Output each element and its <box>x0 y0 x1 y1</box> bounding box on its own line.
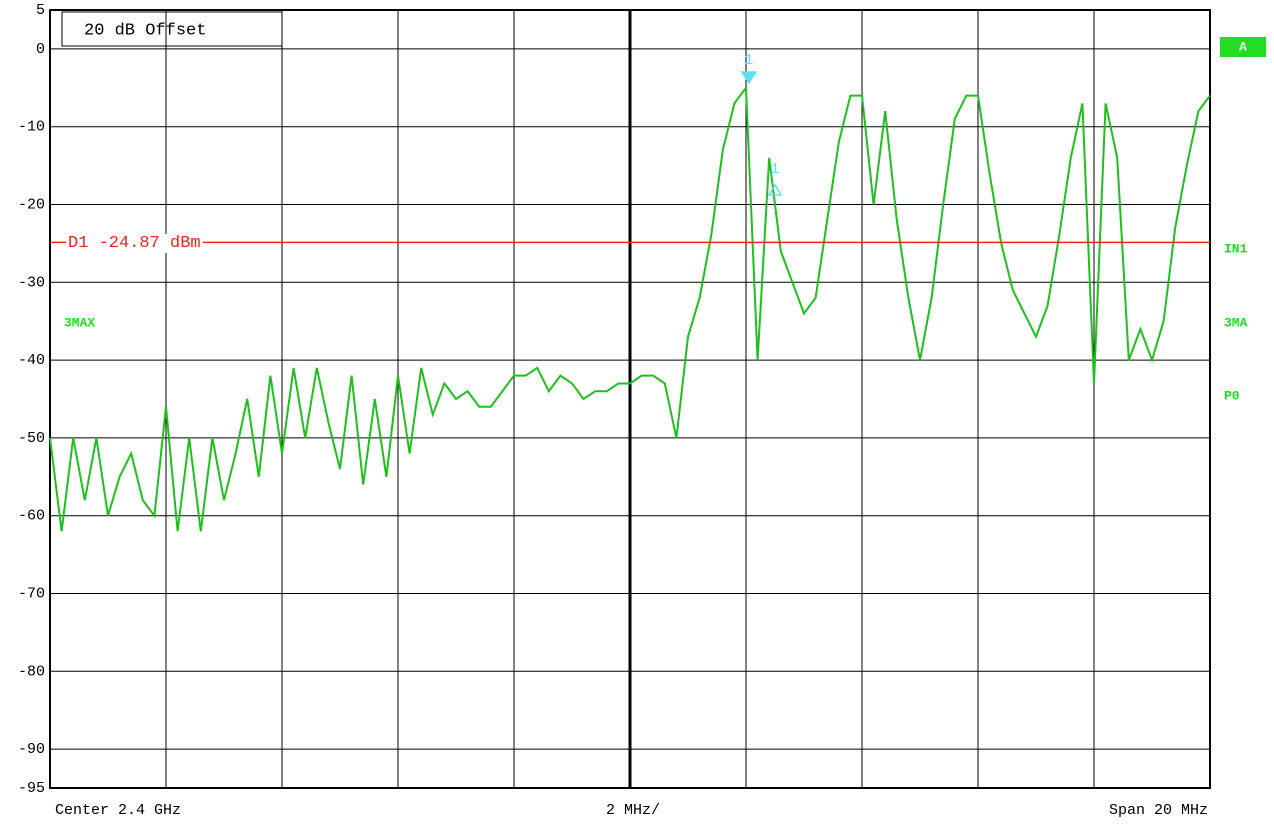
footer-division: 2 MHz/ <box>606 802 660 819</box>
marker <box>767 183 783 196</box>
trace <box>49 84 1211 532</box>
label-bg <box>66 233 203 253</box>
marker-label: 1 <box>770 161 779 178</box>
side-badge <box>1220 37 1266 57</box>
y-tick-label: -80 <box>18 663 45 680</box>
side-label: IN1 <box>1224 241 1248 256</box>
marker-label: 1 <box>744 52 753 69</box>
marker <box>740 71 758 85</box>
y-tick-label: -40 <box>18 352 45 369</box>
y-tick-label: -90 <box>18 741 45 758</box>
side-label: A <box>1239 39 1247 54</box>
side-label: P0 <box>1224 388 1240 403</box>
y-tick-label: 0 <box>36 41 45 58</box>
footer-center: Center 2.4 GHz <box>55 802 181 819</box>
y-tick-label: -10 <box>18 119 45 136</box>
y-tick-label: -60 <box>18 508 45 525</box>
annotation-frame <box>61 11 283 47</box>
y-tick-label: 5 <box>36 2 45 19</box>
display-line-label: D1 -24.87 dBm <box>68 234 201 253</box>
y-tick-label: -70 <box>18 585 45 602</box>
side-label: 3MA <box>1224 315 1248 330</box>
footer-span: Span 20 MHz <box>1109 802 1208 819</box>
y-tick-label: -95 <box>18 780 45 797</box>
trace-label: 3MAX <box>64 315 95 330</box>
y-tick-label: -20 <box>18 196 45 213</box>
y-tick-label: -30 <box>18 274 45 291</box>
annotation: 20 dB Offset <box>84 21 206 40</box>
y-tick-label: -50 <box>18 430 45 447</box>
